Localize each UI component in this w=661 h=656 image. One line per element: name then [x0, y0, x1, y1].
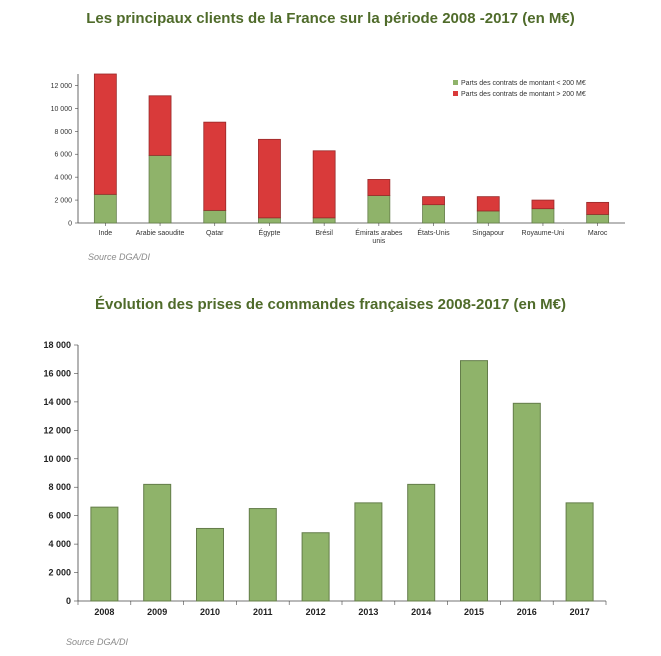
chart2-y-tick-label: 18 000	[43, 340, 71, 350]
chart1-bar-small-1	[148, 154, 172, 224]
chart1-y-tick-label: 4 000	[54, 175, 72, 182]
chart2-bar-2011	[248, 508, 277, 602]
chart2-y-tick-label: 8 000	[48, 482, 71, 492]
chart1-bar-large-0	[93, 73, 117, 195]
chart2-x-tick-label: 2012	[306, 607, 326, 617]
chart2-source: Source DGA/DI	[66, 637, 129, 647]
chart2-bar-2008	[90, 506, 119, 602]
chart2-bar-2010	[196, 527, 224, 602]
chart1-source: Source DGA/DI	[88, 252, 151, 262]
chart1-y-tick-label: 8 000	[54, 129, 72, 136]
chart1-x-tick-label: Singapour	[472, 230, 505, 237]
chart1-bar-large-8	[531, 199, 555, 210]
chart2-y-tick-label: 16 000	[43, 368, 71, 378]
chart1-y-tick-label: 12 000	[51, 83, 73, 90]
chart2-bar-2009	[143, 483, 172, 602]
chart1-bar-large-1	[148, 95, 172, 156]
chart1-x-tick-label: Inde	[99, 230, 113, 237]
chart1-bar-small-0	[93, 193, 117, 224]
chart1-legend-label-1: Parts des contrats de montant > 200 M€	[461, 91, 586, 98]
chart1-y-tick-label: 0	[68, 221, 72, 228]
chart2-y-tick-label: 6 000	[48, 511, 71, 521]
chart1-bar-large-6	[422, 196, 445, 206]
chart1-y-tick-label: 6 000	[54, 152, 72, 159]
chart2-x-tick-label: 2013	[358, 607, 378, 617]
chart2-x-tick-label: 2016	[517, 607, 537, 617]
chart2-y-tick-label: 4 000	[48, 539, 71, 549]
chart2-bar-2016	[512, 402, 541, 602]
chart2-bar-2014	[407, 483, 436, 602]
chart1-legend-swatch-0	[453, 80, 458, 85]
chart1-bar-small-3	[258, 217, 281, 224]
chart2-y-tick-label: 12 000	[43, 425, 71, 435]
chart1-bar-small-9	[586, 214, 610, 224]
chart1-bar-small-5	[367, 195, 391, 224]
chart2-title: Évolution des prises de commandes frança…	[94, 296, 567, 313]
chart1-bar-large-5	[367, 179, 391, 196]
chart2-bar-2012	[301, 532, 330, 602]
chart1-bar-small-2	[203, 209, 227, 224]
chart2-y-tick-label: 10 000	[43, 454, 71, 464]
chart1-title: Les principaux clients de la France sur …	[86, 10, 575, 27]
chart2-y-tick-label: 0	[66, 596, 71, 606]
chart2-x-tick-label: 2014	[411, 607, 431, 617]
chart1-x-tick-label: Arabie saoudite	[136, 230, 185, 237]
chart1-bar-small-6	[422, 204, 445, 224]
chart1-bar-large-3	[258, 138, 281, 219]
chart2-x-tick-label: 2011	[253, 607, 273, 617]
chart2-x-tick-label: 2010	[200, 607, 220, 617]
chart1-x-tick-label: Royaume-Uni	[522, 230, 565, 237]
chart1-x-tick-label: Émirats arabes unis	[355, 228, 403, 245]
chart1-bar-large-4	[312, 150, 336, 219]
chart1-bar-large-7	[476, 196, 500, 212]
chart1-legend-swatch-1	[453, 91, 458, 96]
chart1-bar-small-8	[531, 208, 555, 224]
chart1-bar-small-4	[312, 217, 336, 224]
chart1-x-tick-label: États-Unis	[417, 228, 450, 237]
chart1-legend-label-0: Parts des contrats de montant < 200 M€	[461, 80, 586, 87]
chart2-x-tick-label: 2009	[147, 607, 167, 617]
chart2-x-tick-label: 2017	[570, 607, 590, 617]
chart2-y-tick-label: 2 000	[48, 568, 71, 578]
chart1-x-tick-label: Maroc	[588, 230, 608, 237]
chart1-y-tick-label: 10 000	[51, 106, 73, 113]
chart1-x-tick-label: Égypte	[259, 228, 281, 237]
chart1-bar-large-2	[203, 121, 227, 211]
chart1-bar-small-7	[476, 210, 500, 224]
chart1-x-tick-label: Qatar	[206, 230, 224, 237]
chart2-y-tick-label: 14 000	[43, 397, 71, 407]
chart2-bar-2015	[460, 360, 488, 602]
chart2-x-tick-label: 2008	[94, 607, 114, 617]
chart2-x-tick-label: 2015	[464, 607, 484, 617]
chart2-bar-2017	[565, 502, 594, 602]
chart2-bar-2013	[354, 502, 383, 602]
chart1-x-tick-label: Brésil	[315, 230, 333, 237]
chart1-bar-large-9	[586, 201, 610, 215]
chart1-y-tick-label: 2 000	[54, 198, 72, 205]
